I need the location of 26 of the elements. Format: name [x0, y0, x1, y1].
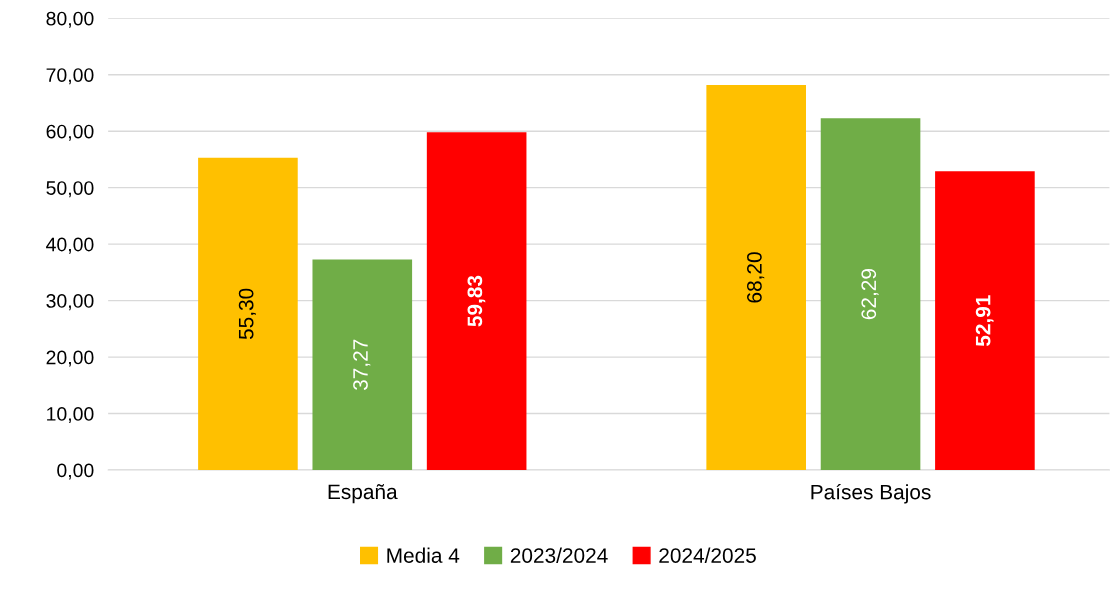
y-tick-label: 70,00	[46, 68, 94, 85]
y-tick-label: 80,00	[46, 11, 94, 28]
y-tick-label: 60,00	[46, 124, 94, 141]
legend-label: Media 4	[387, 547, 460, 563]
legend-label: 2024/2025	[659, 547, 756, 563]
bar	[312, 259, 413, 471]
bar	[706, 84, 806, 471]
y-tick-label: 30,00	[46, 294, 94, 311]
data-label: 55,30	[238, 288, 256, 340]
bar	[820, 118, 921, 471]
data-label: 52,91	[975, 295, 994, 347]
data-label: 37,27	[353, 339, 371, 391]
y-tick-label: 50,00	[46, 181, 94, 198]
data-label: 59,83	[467, 275, 486, 327]
y-tick-label: 20,00	[46, 350, 94, 367]
legend-label: 2023/2024	[510, 547, 608, 563]
bar	[426, 132, 527, 471]
y-tick-label: 40,00	[46, 237, 94, 254]
x-tick-label: Países Bajos	[811, 483, 931, 504]
x-tick-label: España	[328, 484, 398, 504]
bar	[198, 157, 298, 471]
data-label: 68,20	[747, 252, 765, 303]
y-tick-label: 10,00	[47, 407, 94, 424]
data-label: 62,29	[861, 269, 879, 320]
y-tick-label: 0,00	[57, 463, 94, 480]
bar	[935, 171, 1035, 471]
